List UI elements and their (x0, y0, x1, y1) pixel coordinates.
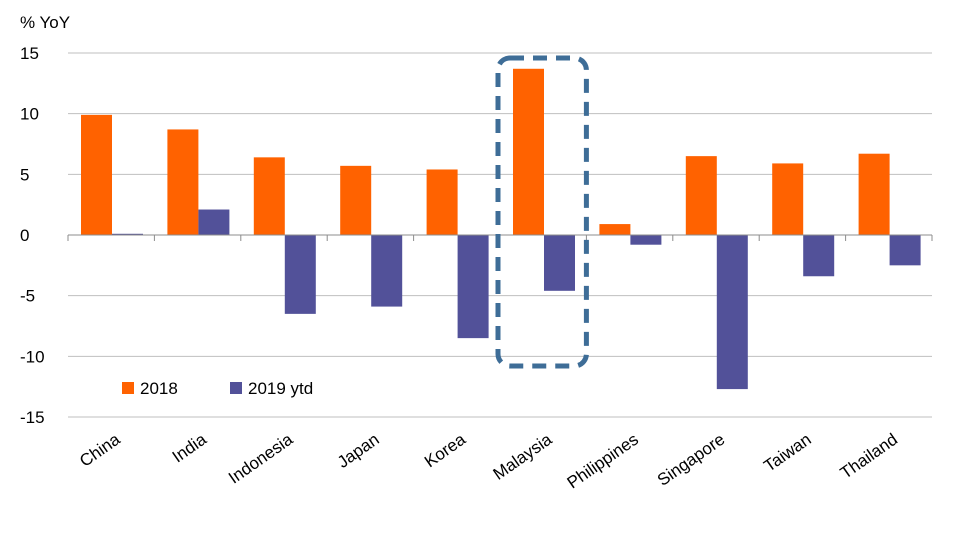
y-tick-label: 15 (20, 44, 39, 63)
bar-india-2018 (167, 129, 199, 235)
category-label: Malaysia (490, 429, 556, 483)
category-label: Thailand (837, 430, 901, 483)
bar-japan-2018 (340, 165, 372, 235)
category-label: India (169, 429, 211, 466)
category-label: Indonesia (225, 429, 297, 487)
category-label: Taiwan (760, 430, 814, 476)
bar-india-2019-ytd (198, 209, 230, 235)
bar-malaysia-2018 (513, 68, 544, 235)
bar-korea-2018 (426, 169, 458, 235)
legend: 2018 2019 ytd (122, 379, 313, 398)
y-axis-tick-labels: 15 10 5 0 -5 -10 -15 (20, 44, 45, 427)
bar-korea-2019-ytd (457, 235, 489, 339)
bar-japan-2019-ytd (371, 235, 403, 307)
legend-label: 2019 ytd (248, 379, 313, 398)
bar-indonesia-2019-ytd (284, 235, 316, 314)
bar-thailand-2019-ytd (889, 235, 921, 266)
bar-taiwan-2018 (772, 163, 804, 235)
category-label: Philippines (564, 430, 642, 493)
category-label: Japan (334, 430, 383, 472)
y-unit-label: % YoY (20, 13, 70, 32)
bar-thailand-2018 (858, 153, 890, 235)
category-label: Korea (421, 429, 470, 471)
bar-china-2018 (81, 114, 112, 235)
legend-swatch (230, 382, 242, 394)
legend-swatch (122, 382, 134, 394)
bar-singapore-2018 (685, 156, 717, 235)
category-label: China (76, 429, 124, 470)
y-tick-label: 0 (20, 226, 29, 245)
bar-malaysia-2019-ytd (544, 235, 575, 291)
y-tick-label: -5 (20, 287, 35, 306)
y-tick-label: 5 (20, 165, 29, 184)
bar-singapore-2019-ytd (716, 235, 748, 390)
y-tick-label: 10 (20, 105, 39, 124)
legend-label: 2018 (140, 379, 178, 398)
category-labels: China India Indonesia Japan Korea Malaysia Phi… (76, 429, 901, 492)
y-tick-label: -15 (20, 408, 45, 427)
bar-indonesia-2018 (253, 157, 285, 235)
bar-philippines-2018 (599, 224, 631, 235)
bars (81, 68, 921, 390)
y-tick-label: -10 (20, 347, 45, 366)
category-label: Singapore (654, 430, 728, 490)
bar-china-2019-ytd (112, 233, 143, 235)
bar-taiwan-2019-ytd (803, 235, 835, 277)
bar-philippines-2019-ytd (630, 235, 662, 245)
malaysia-highlight-box (495, 55, 589, 369)
